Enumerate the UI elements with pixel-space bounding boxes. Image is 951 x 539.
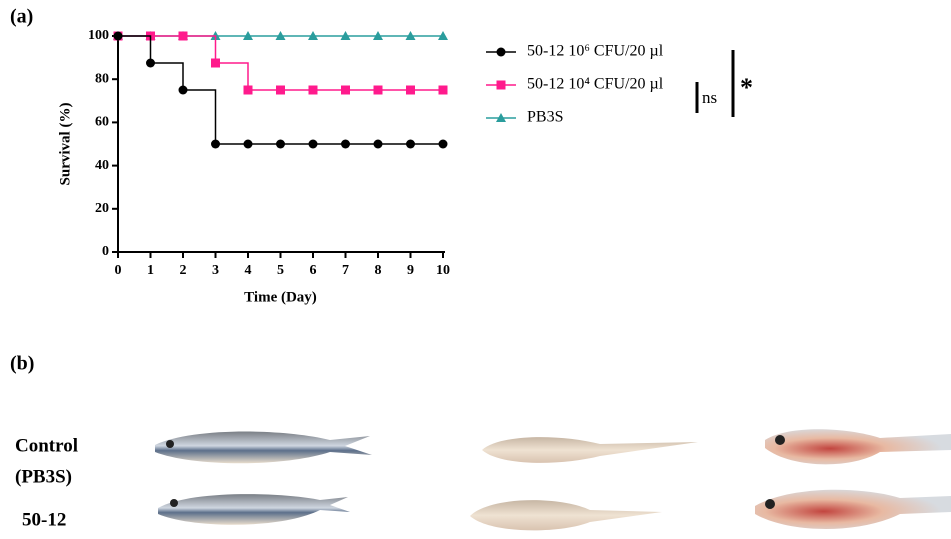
legend-label: 50-12 10⁴ CFU/20 µl: [527, 76, 664, 93]
data-point: [439, 86, 448, 95]
x-tick-label: 6: [310, 263, 317, 278]
x-tick-label: 0: [115, 263, 122, 278]
y-tick-label: 80: [95, 71, 109, 86]
significance-label: ns: [702, 88, 717, 107]
step-line: [183, 90, 216, 144]
row-label: Control: [15, 435, 78, 456]
step-line: [216, 63, 249, 90]
x-tick-label: 2: [180, 263, 187, 278]
step-line: [151, 63, 184, 90]
x-axis-label: Time (Day): [244, 289, 317, 305]
data-point: [309, 86, 318, 95]
fish-photo: [158, 494, 350, 525]
data-point: [276, 140, 285, 149]
fish-photo: [470, 500, 662, 530]
legend-label: PB3S: [527, 109, 563, 126]
survival-chart: 0 20 40 60 80 100 0 1 2 3 4 5 6 7 8 9 10 Time (Day) Surviv…: [57, 28, 663, 305]
data-point: [211, 140, 220, 149]
x-tick-label: 1: [147, 263, 154, 278]
fish-photo: [765, 429, 951, 464]
data-point: [406, 140, 415, 149]
data-point: [374, 140, 383, 149]
row-label: 50-12: [22, 509, 66, 530]
y-tick-label: 60: [95, 115, 109, 130]
figure: (a) 0 20 40 60 80 100 0 1 2 3 4 5 6 7 8 9 10 Time (Day) Su…: [0, 0, 951, 534]
step-line: [183, 36, 216, 63]
x-tick-label: 3: [212, 263, 219, 278]
significance-label: *: [740, 73, 753, 102]
fish-photo: [155, 432, 372, 464]
legend-marker: [497, 48, 506, 57]
legend-marker: [497, 81, 506, 90]
x-tick-label: 8: [375, 263, 382, 278]
y-tick-label: 100: [88, 28, 109, 43]
fish-photos: [155, 429, 951, 530]
data-point: [114, 32, 123, 41]
panel-label: (a): [10, 6, 33, 28]
fish-photo: [482, 437, 698, 463]
x-tick-label: 4: [245, 263, 252, 278]
fish-photo: [755, 490, 951, 529]
y-tick-label: 20: [95, 201, 109, 216]
step-line: [118, 36, 151, 63]
y-tick-label: 40: [95, 158, 109, 173]
data-point: [439, 140, 448, 149]
data-point: [374, 86, 383, 95]
y-tick-label: 0: [102, 244, 109, 259]
data-point: [179, 32, 188, 41]
data-point: [341, 140, 350, 149]
legend-label: 50-12 10⁶ CFU/20 µl: [527, 43, 664, 60]
panel-label: (b): [10, 353, 34, 375]
data-point: [146, 59, 155, 68]
data-point: [244, 86, 253, 95]
data-point: [341, 86, 350, 95]
data-point: [309, 140, 318, 149]
y-axis-label: Survival (%): [57, 103, 73, 186]
x-tick-label: 10: [436, 263, 450, 278]
row-label: (PB3S): [15, 466, 72, 487]
data-point: [211, 59, 220, 68]
data-point: [179, 86, 188, 95]
data-point: [406, 86, 415, 95]
data-point: [244, 140, 253, 149]
x-tick-label: 9: [407, 263, 414, 278]
x-tick-label: 7: [342, 263, 349, 278]
x-tick-label: 5: [277, 263, 284, 278]
data-point: [276, 86, 285, 95]
